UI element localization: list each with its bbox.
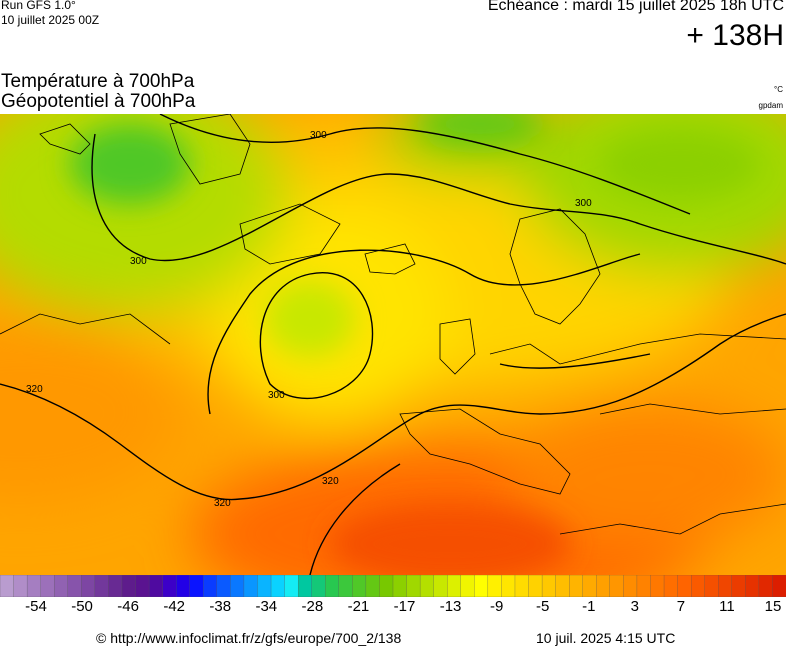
color-legend-tick: -46 [117,598,139,615]
color-swatch [270,575,286,597]
lead-time: + 138H [686,19,784,52]
color-swatch [67,575,82,597]
color-swatch [338,575,353,597]
color-swatch [609,575,625,597]
color-swatch [487,575,503,597]
color-legend-tick: -5 [536,598,550,615]
weather-map: 300 300 300 300 320 320 320 [0,114,786,575]
unit-temperature: °C [774,85,783,94]
color-legend-tick: -17 [393,598,416,615]
color-swatch [460,575,475,597]
color-swatch [0,575,15,597]
color-legend-tick: -42 [163,598,186,615]
coastlines [0,114,786,535]
color-swatch [216,575,232,597]
color-swatch [731,575,746,597]
color-swatch [379,575,394,597]
color-swatch [365,575,381,597]
run-date: 10 juillet 2025 00Z [1,13,100,27]
color-swatch [162,575,177,597]
map-title-temperature: Température à 700hPa [1,71,195,92]
contour-label: 320 [214,498,231,509]
valid-time: Echéance : mardi 15 juillet 2025 18h UTC [487,0,784,14]
color-legend-tick: -50 [71,598,93,615]
color-swatch [704,575,719,597]
map-title-geopotential: Géopotentiel à 700hPa [1,91,196,112]
color-swatch [501,575,516,597]
color-legend-tick: -54 [25,598,47,615]
color-legend-tick: -9 [489,598,504,615]
color-swatch [514,575,530,597]
color-swatch [13,575,28,597]
color-swatch [325,575,340,597]
color-swatch [745,575,760,597]
color-swatch [189,575,204,597]
color-swatch [636,575,652,597]
color-swatch [406,575,421,597]
contour-label: 320 [26,384,43,395]
color-swatch [121,575,137,597]
color-swatch [623,575,638,597]
color-legend-tick: 11 [719,598,735,615]
color-legend [0,575,786,597]
color-swatch [230,575,245,597]
color-swatch [135,575,150,597]
color-swatch [148,575,164,597]
color-swatch [528,575,543,597]
color-legend-tick: -28 [301,598,324,615]
color-swatch [596,575,611,597]
color-swatch [176,575,191,597]
color-legend-ticks: -54 -50 -46 -42 -38 -34 -28 -21 -17 -13 -9 -5 -1 3 7 11… [0,598,786,618]
color-swatch [40,575,55,597]
source-credit: © http://www.infoclimat.fr/z/gfs/europe/… [96,630,402,646]
color-swatch [297,575,313,597]
color-swatch [582,575,597,597]
color-swatch [203,575,218,597]
color-swatch [54,575,69,597]
contour-labels: 300 300 300 300 320 320 320 [26,130,592,509]
color-legend-tick: -13 [439,598,462,615]
color-swatch [650,575,665,597]
color-swatch [690,575,706,597]
run-label: Run GFS 1.0° [1,0,76,12]
contour-label: 300 [310,130,327,141]
color-swatch [243,575,259,597]
color-swatch [311,575,326,597]
color-swatch [758,575,774,597]
color-swatch [772,575,786,597]
contour-label: 300 [130,256,147,267]
color-legend-tick: -34 [255,598,278,615]
color-legend-tick: 3 [630,598,639,615]
color-swatch [352,575,367,597]
color-swatch [419,575,435,597]
color-swatch [474,575,489,597]
color-swatch [284,575,299,597]
color-swatch [677,575,692,597]
geopotential-contours [0,114,786,575]
contour-label: 300 [268,390,285,401]
color-swatch [718,575,733,597]
color-swatch [569,575,584,597]
color-legend-tick: -38 [209,598,232,615]
color-swatch [541,575,557,597]
color-swatch [433,575,448,597]
temperature-field [0,114,786,575]
color-swatch [663,575,679,597]
color-legend-tick: 15 [764,598,782,615]
color-swatch [447,575,462,597]
color-swatch [94,575,110,597]
contour-label: 300 [575,198,592,209]
color-swatch [26,575,42,597]
color-legend-tick: -1 [582,598,596,615]
color-legend-tick: -21 [347,598,370,615]
color-swatch [81,575,96,597]
color-swatch [257,575,272,597]
contour-label: 320 [322,476,339,487]
color-legend-tick: 7 [676,598,686,615]
color-swatch [108,575,123,597]
color-swatch [392,575,408,597]
generated-time: 10 juil. 2025 4:15 UTC [536,630,676,646]
unit-geopotential: gpdam [758,101,783,110]
color-swatch [555,575,570,597]
